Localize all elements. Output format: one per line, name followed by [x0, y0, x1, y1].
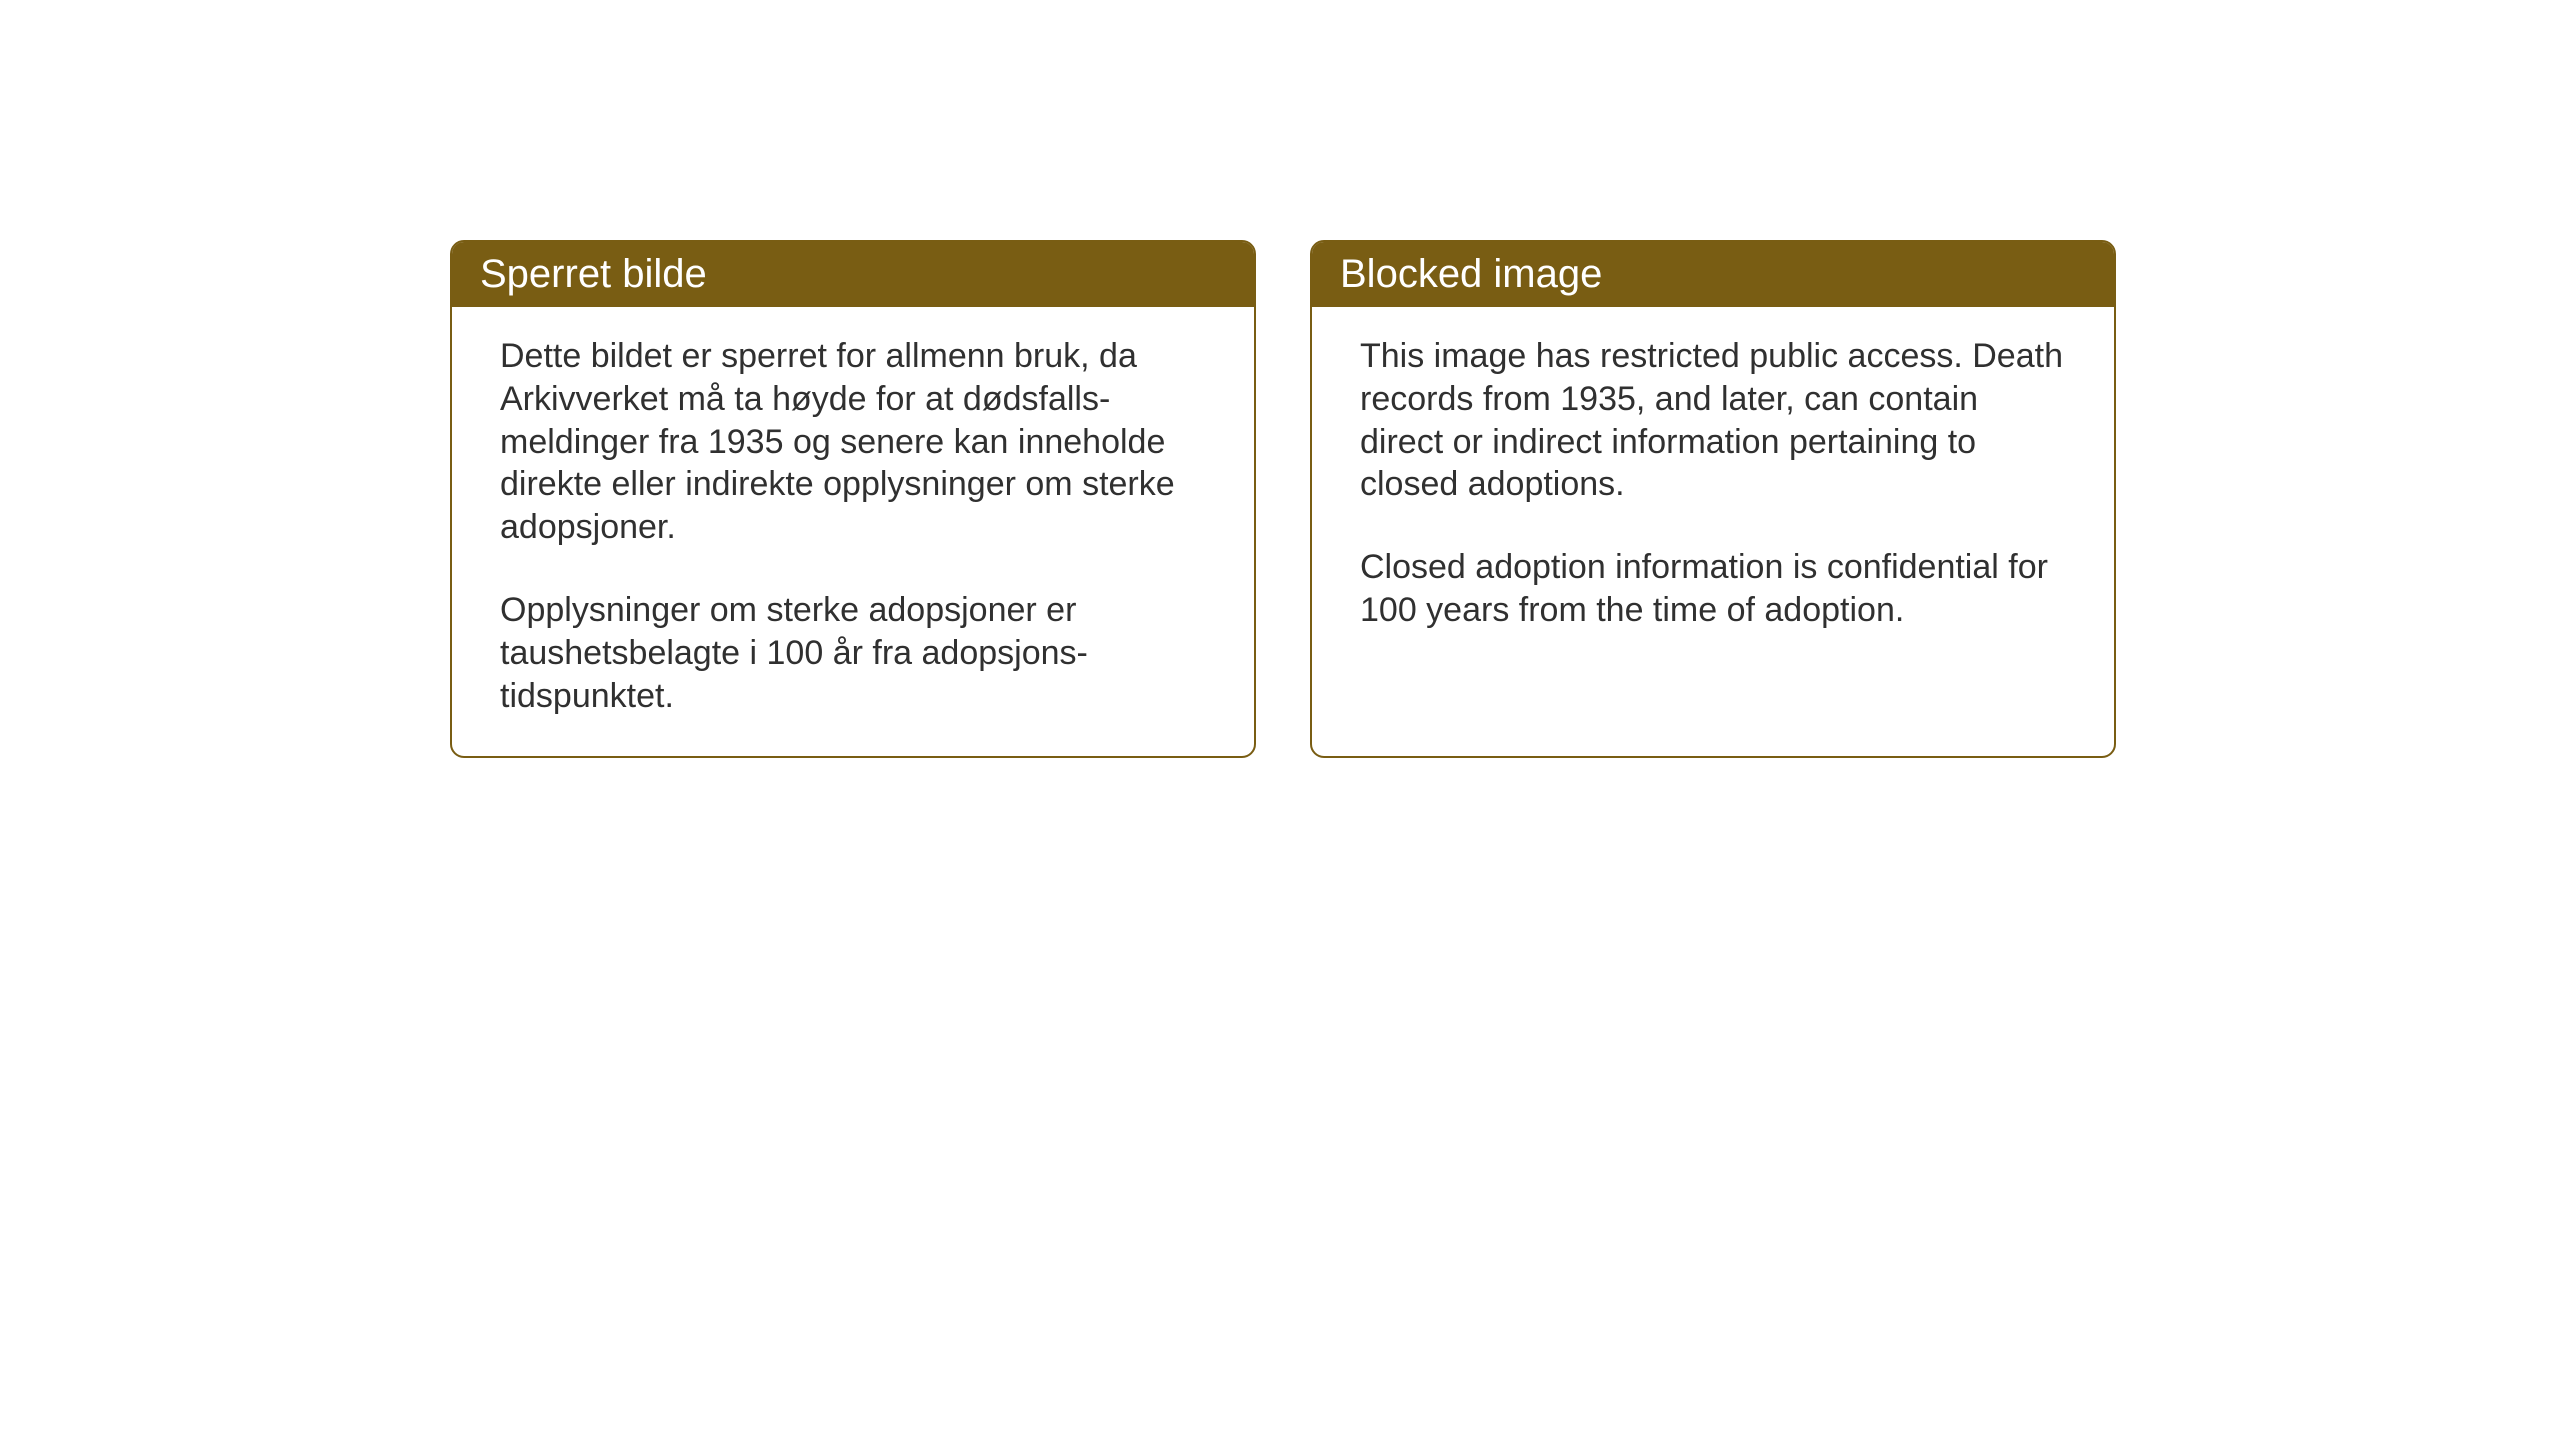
card-header-english: Blocked image	[1312, 242, 2114, 307]
card-header-norwegian: Sperret bilde	[452, 242, 1254, 307]
card-body-norwegian: Dette bildet er sperret for allmenn bruk…	[452, 307, 1254, 756]
card-paragraph-2-english: Closed adoption information is confident…	[1360, 546, 2066, 632]
notice-card-english: Blocked image This image has restricted …	[1310, 240, 2116, 758]
card-paragraph-1-english: This image has restricted public access.…	[1360, 335, 2066, 506]
card-paragraph-2-norwegian: Opplysninger om sterke adopsjoner er tau…	[500, 589, 1206, 717]
card-title-english: Blocked image	[1340, 252, 1602, 296]
card-title-norwegian: Sperret bilde	[480, 252, 707, 296]
card-paragraph-1-norwegian: Dette bildet er sperret for allmenn bruk…	[500, 335, 1206, 549]
card-body-english: This image has restricted public access.…	[1312, 307, 2114, 670]
cards-container: Sperret bilde Dette bildet er sperret fo…	[450, 240, 2116, 758]
notice-card-norwegian: Sperret bilde Dette bildet er sperret fo…	[450, 240, 1256, 758]
